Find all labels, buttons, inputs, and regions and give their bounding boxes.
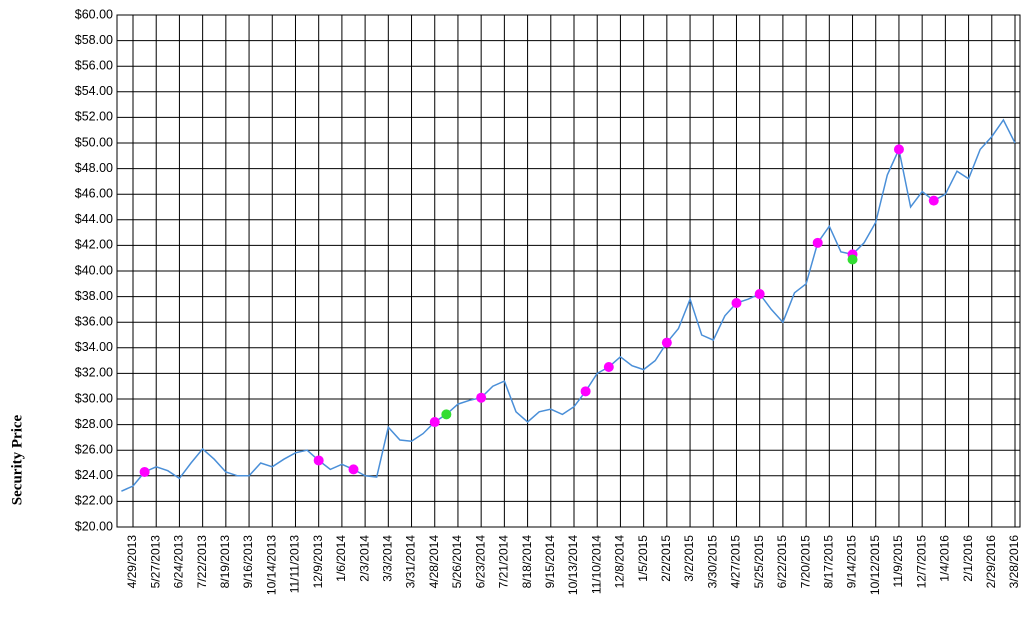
x-tick-label: 1/6/2014 (334, 535, 348, 582)
x-tick-label: 10/13/2014 (566, 535, 580, 595)
x-tick-label: 2/3/2014 (357, 535, 371, 582)
x-tick-label: 12/9/2013 (311, 535, 325, 589)
y-axis-title: Security Price (9, 414, 25, 505)
price-line (121, 118, 1016, 492)
y-tick-label: $36.00 (75, 314, 113, 328)
x-tick-label: 11/9/2015 (891, 535, 905, 588)
x-tick-label: 5/26/2014 (450, 535, 464, 589)
marker (441, 409, 452, 420)
y-tick-label: $34.00 (75, 340, 113, 354)
y-tick-label: $40.00 (75, 263, 113, 277)
marker (812, 237, 823, 248)
x-tick-label: 6/23/2014 (473, 535, 487, 589)
x-tick-label: 10/14/2013 (264, 535, 278, 595)
x-tick-label: 5/27/2013 (148, 535, 162, 589)
marker (580, 386, 591, 397)
x-tick-label: 6/22/2015 (775, 535, 789, 589)
marker (348, 464, 359, 475)
marker (754, 289, 765, 300)
marker (731, 298, 742, 308)
x-tick-label: 2/2/2015 (659, 535, 673, 582)
marker (603, 362, 614, 372)
x-tick-label: 7/20/2015 (798, 535, 812, 589)
x-tick-label: 11/10/2014 (589, 535, 603, 594)
y-tick-label: $28.00 (75, 417, 113, 431)
marker (313, 455, 324, 466)
marker (429, 417, 440, 428)
x-tick-label: 6/24/2013 (172, 535, 186, 589)
x-tick-label: 3/28/2016 (1007, 535, 1021, 589)
y-tick-label: $60.00 (75, 7, 113, 21)
y-tick-label: $46.00 (75, 186, 113, 200)
x-tick-label: 7/22/2013 (195, 535, 209, 589)
x-tick-label: 8/18/2014 (520, 535, 534, 589)
y-tick-label: $24.00 (75, 468, 113, 482)
x-tick-label: 3/3/2014 (380, 535, 394, 582)
y-tick-label: $50.00 (75, 135, 113, 149)
x-tick-label: 1/5/2015 (636, 535, 650, 582)
y-tick-label: $26.00 (75, 442, 113, 456)
y-tick-label: $44.00 (75, 212, 113, 226)
x-tick-label: 9/15/2014 (543, 535, 557, 589)
x-tick-label: 12/7/2015 (914, 535, 928, 589)
x-tick-label: 12/8/2014 (613, 535, 627, 589)
marker (928, 195, 939, 206)
y-tick-label: $22.00 (75, 494, 113, 508)
y-tick-label: $30.00 (75, 391, 113, 405)
x-tick-label: 2/29/2016 (984, 535, 998, 589)
x-tick-label: 1/4/2016 (938, 535, 952, 582)
x-tick-label: 7/21/2014 (497, 535, 511, 589)
y-tick-label: $48.00 (75, 161, 113, 175)
y-tick-label: $54.00 (75, 84, 113, 98)
x-tick-label: 9/14/2015 (845, 535, 859, 589)
x-tick-label: 9/16/2013 (241, 535, 255, 589)
x-tick-label: 2/1/2016 (961, 535, 975, 582)
x-tick-label: 11/11/2013 (288, 535, 302, 594)
y-tick-label: $58.00 (75, 33, 113, 47)
marker (476, 392, 487, 403)
y-tick-label: $20.00 (75, 519, 113, 533)
x-tick-label: 4/27/2015 (729, 535, 743, 589)
x-tick-label: 5/25/2015 (752, 535, 766, 589)
y-tick-label: $32.00 (75, 366, 113, 380)
x-tick-label: 3/30/2015 (705, 535, 719, 589)
marker (847, 254, 858, 265)
y-tick-label: $52.00 (75, 110, 113, 124)
marker (893, 144, 904, 155)
y-tick-label: $38.00 (75, 289, 113, 303)
y-tick-label: $56.00 (75, 58, 113, 72)
x-tick-label: 8/17/2015 (821, 535, 835, 589)
x-tick-label: 10/12/2015 (868, 535, 882, 595)
x-tick-label: 8/19/2013 (218, 535, 232, 589)
marker (661, 337, 672, 348)
x-tick-label: 4/29/2013 (125, 535, 139, 589)
marker (139, 466, 150, 477)
x-tick-label: 4/28/2014 (427, 535, 441, 589)
x-tick-label: 3/2/2015 (682, 535, 696, 582)
y-tick-label: $42.00 (75, 238, 113, 252)
x-tick-label: 3/31/2014 (404, 535, 418, 589)
